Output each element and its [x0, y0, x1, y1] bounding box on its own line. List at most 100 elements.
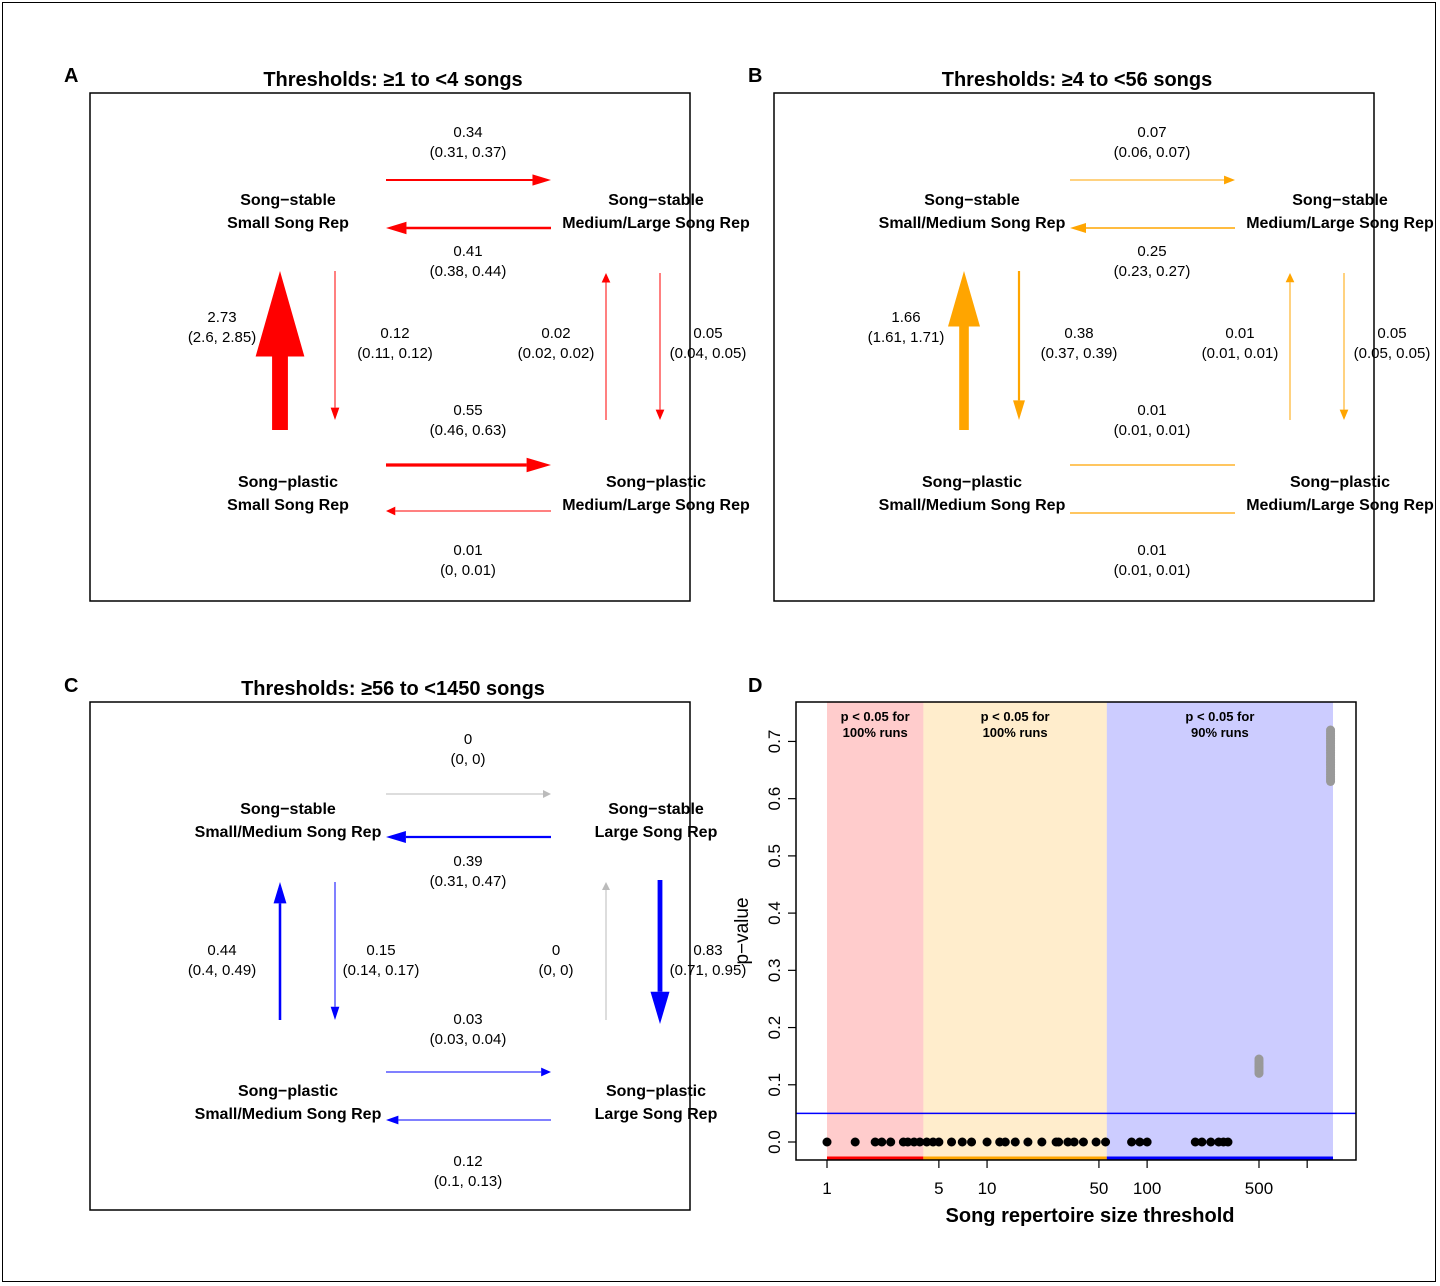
data-point-significant	[886, 1137, 896, 1147]
state-bl-line1: Song−plastic	[238, 474, 338, 491]
x-tick-label: 100	[1133, 1179, 1161, 1198]
data-point-nonsignificant	[1326, 725, 1336, 735]
data-point-significant	[903, 1137, 913, 1147]
transition-left_down-head	[1013, 400, 1025, 420]
rate-left_up: 0.44	[207, 942, 236, 959]
state-br-line1: Song−plastic	[606, 1083, 706, 1100]
state-tl-line2: Small/Medium Song Rep	[879, 215, 1066, 232]
ci-bot_fwd: (0.03, 0.04)	[430, 1031, 507, 1048]
transition-top_fwd-head	[1224, 175, 1235, 185]
ci-top_fwd: (0.31, 0.37)	[430, 144, 507, 161]
rate-bot_fwd: 0.55	[453, 402, 482, 419]
panel-letter-b: B	[748, 65, 762, 87]
data-point-significant	[1127, 1137, 1137, 1147]
rate-top_back: 0.25	[1137, 243, 1166, 260]
ci-top_fwd: (0, 0)	[450, 751, 485, 768]
panel-title: Thresholds: ≥56 to <1450 songs	[241, 678, 545, 700]
panel-box	[89, 92, 691, 602]
data-point-significant	[1069, 1137, 1079, 1147]
transition-left_down-head	[330, 1006, 340, 1020]
x-tick-label: 10	[978, 1179, 997, 1198]
transition-right_down-head	[650, 991, 670, 1024]
data-point-significant	[1063, 1137, 1073, 1147]
data-point-significant	[1223, 1137, 1233, 1147]
ci-bot_back: (0.01, 0.01)	[1114, 562, 1191, 579]
transition-bot_back-head	[386, 1115, 399, 1125]
transition-left_up-head	[273, 882, 287, 904]
ci-bot_fwd: (0.46, 0.63)	[430, 422, 507, 439]
ci-right_up: (0.02, 0.02)	[518, 345, 595, 362]
transition-right_up	[602, 882, 610, 1020]
transition-top_fwd-head	[532, 174, 551, 186]
panel-b-diagram: Thresholds: ≥4 to <56 songs Song−stable Sm…	[773, 69, 1434, 602]
rate-bot_fwd: 0.01	[1137, 402, 1166, 419]
transition-bot_fwd	[386, 1067, 551, 1077]
transition-right_down	[650, 880, 670, 1024]
transition-bot_back	[386, 506, 551, 516]
state-bl-line2: Small/Medium Song Rep	[195, 1106, 382, 1123]
state-br-line2: Large Song Rep	[595, 1106, 718, 1123]
panel-box	[773, 92, 1375, 602]
transition-top_fwd	[1070, 175, 1235, 185]
data-point-significant	[822, 1137, 832, 1147]
data-point-significant	[1135, 1137, 1145, 1147]
data-point-significant	[1142, 1137, 1152, 1147]
data-point-significant	[1010, 1137, 1020, 1147]
transition-top_back-head	[1070, 223, 1086, 233]
transition-top_fwd-head	[543, 790, 551, 798]
y-tick-label: 0.7	[765, 730, 784, 754]
rate-top_fwd: 0.07	[1137, 124, 1166, 141]
data-point-significant	[967, 1137, 977, 1147]
state-tr-line1: Song−stable	[608, 192, 704, 209]
transition-right_up	[1285, 273, 1295, 420]
ci-left_down: (0.11, 0.12)	[357, 345, 433, 362]
rate-bot_back: 0.12	[453, 1153, 482, 1170]
transition-left_up	[273, 882, 287, 1020]
transition-bot_back	[386, 1115, 551, 1125]
region-2-note-line1: p < 0.05 for	[981, 709, 1050, 724]
state-tl-line1: Song−stable	[924, 192, 1020, 209]
y-tick-label: 0.0	[765, 1130, 784, 1154]
transition-left_down	[330, 271, 340, 420]
state-br-line1: Song−plastic	[1290, 474, 1390, 491]
state-br-line2: Medium/Large Song Rep	[1246, 497, 1434, 514]
data-point-significant	[922, 1137, 932, 1147]
data-point-significant	[1000, 1137, 1010, 1147]
ci-bot_back: (0.1, 0.13)	[434, 1173, 502, 1190]
region-1-note-line2: 100% runs	[843, 725, 908, 740]
panel-letter-a: A	[64, 65, 78, 87]
region-3	[1106, 702, 1333, 1160]
panel-letter-d: D	[748, 675, 762, 697]
data-point-significant	[1101, 1137, 1111, 1147]
transition-bot_fwd	[386, 457, 551, 473]
panel-box	[89, 701, 691, 1211]
data-point-significant	[915, 1137, 925, 1147]
y-tick-label: 0.5	[765, 844, 784, 868]
region-3-note-line2: 90% runs	[1191, 725, 1249, 740]
data-point-significant	[1206, 1137, 1216, 1147]
rate-bot_back: 0.01	[1137, 542, 1166, 559]
ci-top_back: (0.31, 0.47)	[430, 873, 507, 890]
plot-box	[795, 701, 1357, 1161]
ci-top_back: (0.23, 0.27)	[1114, 263, 1191, 280]
state-tl-line1: Song−stable	[240, 801, 336, 818]
data-point-significant	[1091, 1137, 1101, 1147]
transition-left_down	[1013, 271, 1025, 420]
state-tl-line2: Small/Medium Song Rep	[195, 824, 382, 841]
data-point-significant	[957, 1137, 967, 1147]
transition-top_back	[386, 221, 551, 235]
ci-right_up: (0.01, 0.01)	[1202, 345, 1279, 362]
data-point-significant	[982, 1137, 992, 1147]
transition-bot_fwd-head	[541, 1067, 551, 1077]
transition-bot_fwd-head	[526, 457, 551, 473]
state-tr-line2: Large Song Rep	[595, 824, 718, 841]
x-tick-label: 5	[934, 1179, 943, 1198]
ci-left_up: (0.4, 0.49)	[188, 962, 256, 979]
state-tl-line1: Song−stable	[240, 192, 336, 209]
region-2	[923, 702, 1107, 1160]
region-2-note-line2: 100% runs	[983, 725, 1048, 740]
ci-right_down: (0.71, 0.95)	[670, 962, 747, 979]
data-point-significant	[1054, 1137, 1064, 1147]
transition-right_down	[1339, 273, 1349, 420]
